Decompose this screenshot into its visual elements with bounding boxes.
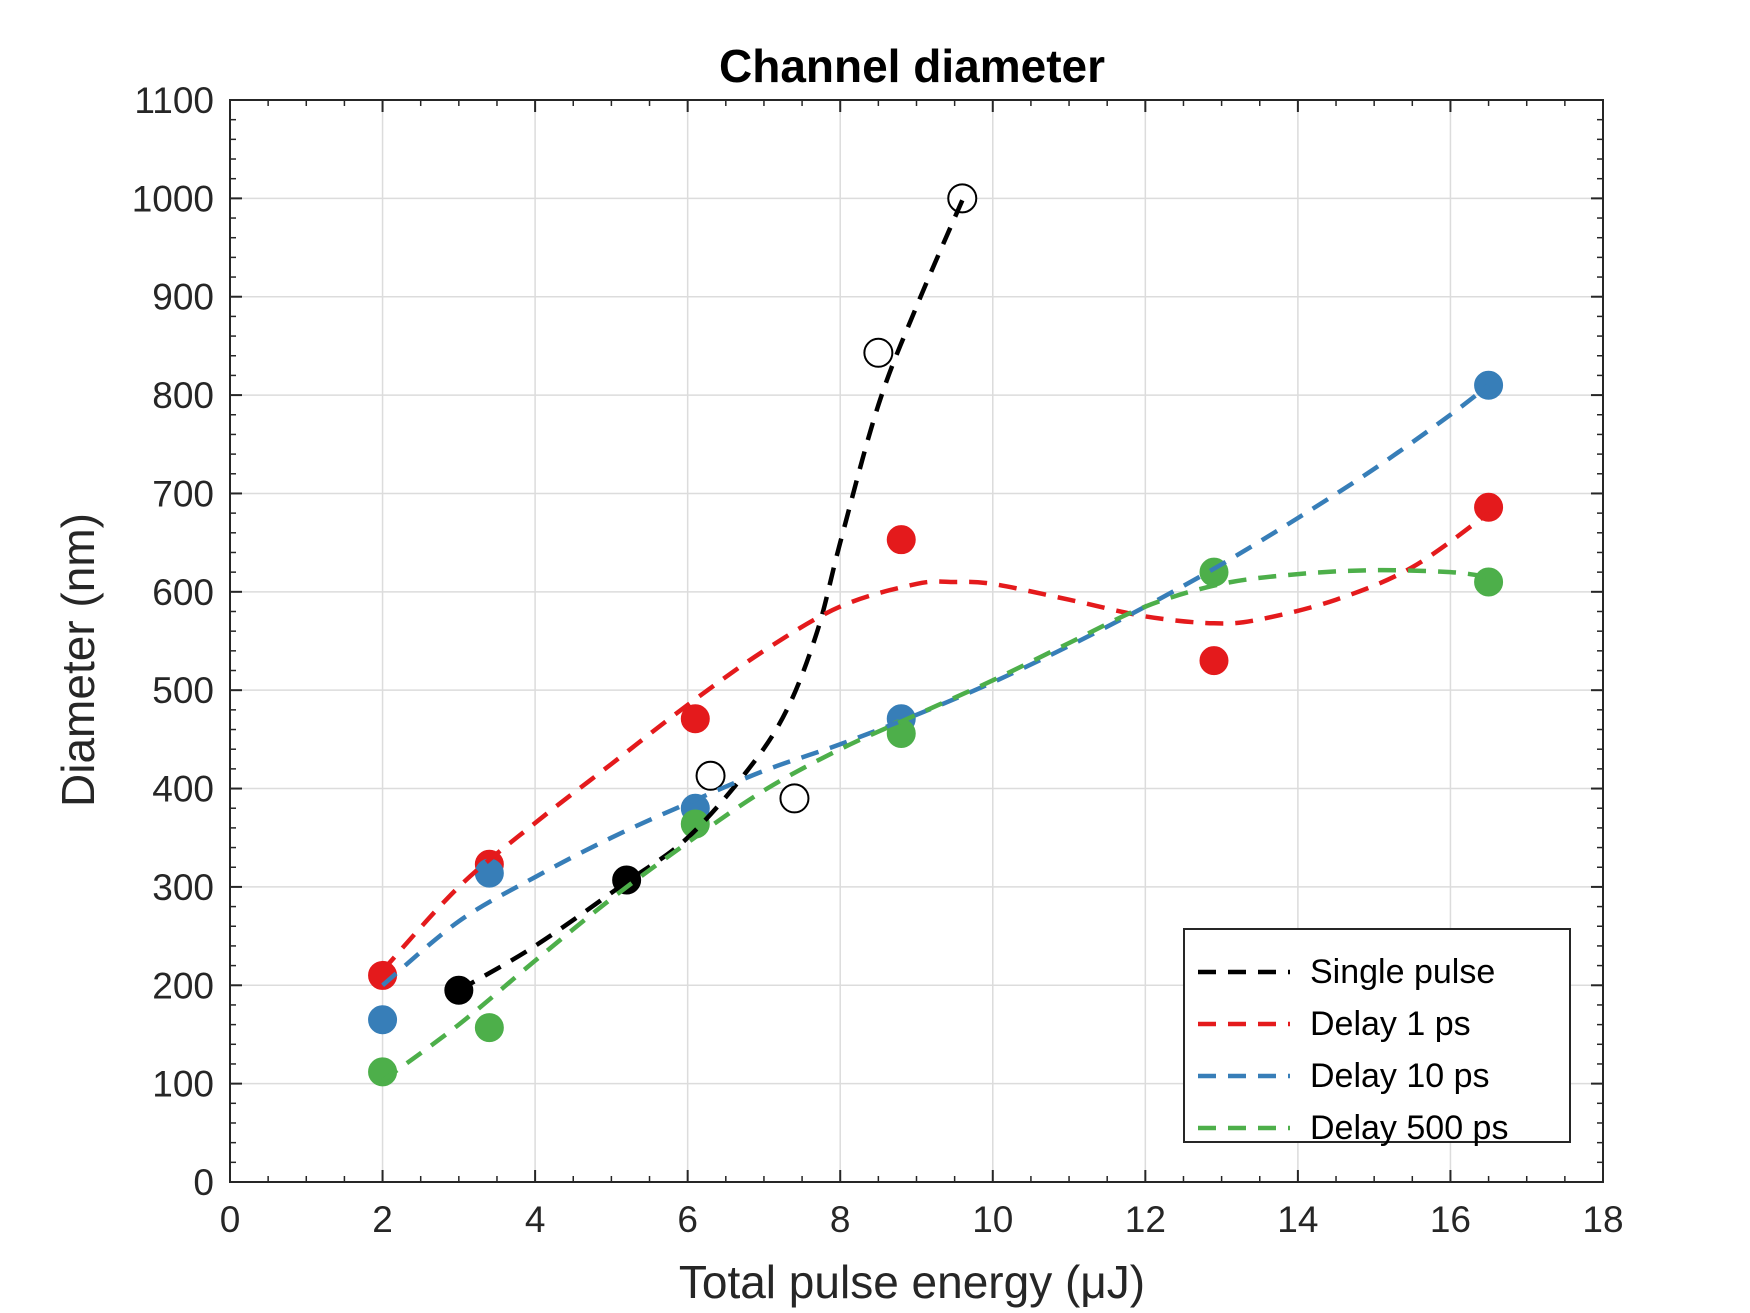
- marker-delay-10-ps: [1474, 370, 1504, 400]
- y-tick-label: 900: [152, 277, 214, 318]
- marker-single-pulse: [695, 760, 726, 791]
- x-axis-title: Total pulse energy (μJ): [679, 1256, 1145, 1308]
- x-tick-label: 14: [1277, 1199, 1318, 1240]
- legend-label-delay-10-ps: Delay 10 ps: [1310, 1057, 1490, 1095]
- y-tick-label: 600: [152, 572, 214, 613]
- legend-box: [1183, 928, 1571, 1143]
- data-markers: [368, 183, 1504, 1087]
- y-axis-title: Diameter (nm): [52, 513, 104, 807]
- marker-delay-500-ps: [680, 809, 710, 839]
- fit-line-single-pulse: [457, 199, 965, 993]
- marker-delay-1-ps: [1199, 646, 1229, 676]
- fit-line-delay-10-ps: [381, 383, 1490, 988]
- fit-curves: [380, 199, 1490, 1083]
- axis-ticks: [229, 99, 1604, 1183]
- x-tick-label: 18: [1582, 1199, 1623, 1240]
- y-tick-label: 400: [152, 769, 214, 810]
- tick-labels: 0 2 4 6 8 10 12 14 16 18 0 100 200 300 400 500 600 700 800…: [132, 80, 1624, 1240]
- x-tick-label: 2: [372, 1199, 393, 1240]
- x-tick-label: 6: [677, 1199, 698, 1240]
- grid-lines: [230, 100, 1603, 1182]
- x-tick-label: 10: [972, 1199, 1013, 1240]
- marker-single-pulse: [947, 183, 978, 214]
- y-tick-label: 300: [152, 867, 214, 908]
- marker-delay-500-ps: [1474, 567, 1504, 597]
- y-tick-label: 200: [152, 965, 214, 1006]
- y-tick-label: 500: [152, 670, 214, 711]
- y-tick-label: 700: [152, 473, 214, 514]
- marker-delay-1-ps: [886, 525, 916, 555]
- marker-delay-1-ps: [680, 704, 710, 734]
- marker-single-pulse: [779, 783, 810, 814]
- x-tick-label: 4: [525, 1199, 546, 1240]
- legend-label-delay-1-ps: Delay 1 ps: [1310, 1005, 1471, 1043]
- legend: Single pulse Delay 1 ps Delay 10 ps Delay 5…: [1183, 928, 1571, 1147]
- marker-delay-1-ps: [1474, 492, 1504, 522]
- fit-line-delay-1-ps: [380, 511, 1490, 973]
- chart-title: Channel diameter: [719, 40, 1105, 92]
- legend-label-single-pulse: Single pulse: [1310, 953, 1495, 991]
- x-tick-label: 12: [1125, 1199, 1166, 1240]
- fit-line-delay-500-ps: [381, 567, 1489, 1083]
- x-tick-label: 0: [220, 1199, 241, 1240]
- marker-delay-500-ps: [474, 1013, 504, 1043]
- y-tick-label: 1000: [132, 178, 214, 219]
- x-tick-label: 16: [1430, 1199, 1471, 1240]
- y-tick-label: 100: [152, 1064, 214, 1105]
- marker-delay-10-ps: [474, 858, 504, 888]
- y-tick-label: 800: [152, 375, 214, 416]
- y-tick-label: 0: [193, 1162, 214, 1203]
- marker-single-pulse: [863, 337, 894, 368]
- y-tick-label: 1100: [134, 80, 214, 121]
- marker-delay-10-ps: [368, 1005, 398, 1035]
- x-tick-label: 8: [830, 1199, 851, 1240]
- legend-label-delay-500-ps: Delay 500 ps: [1310, 1109, 1508, 1147]
